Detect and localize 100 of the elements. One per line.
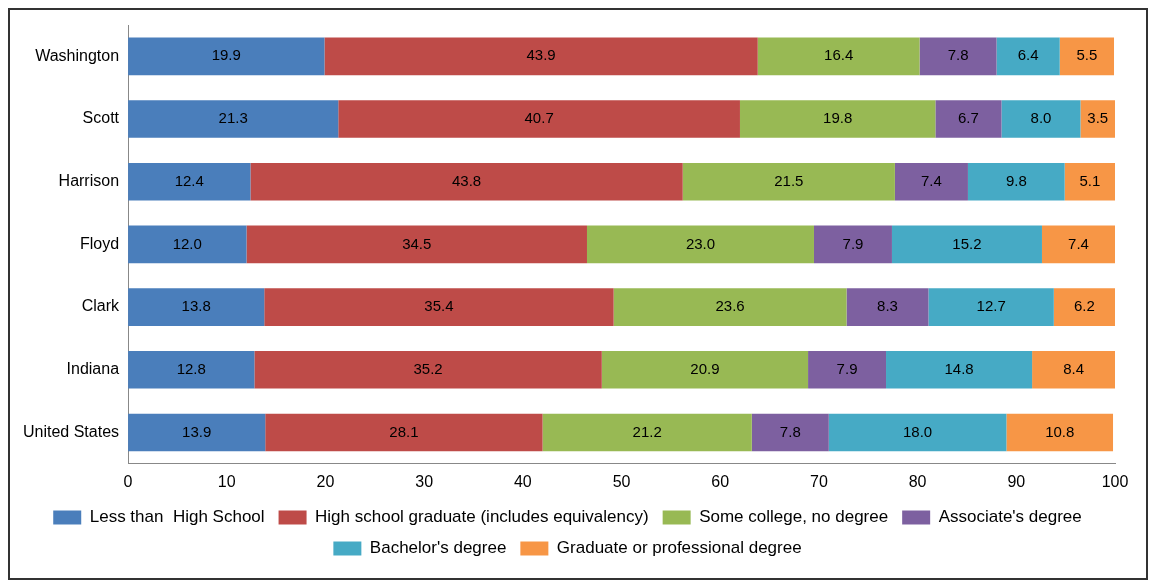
- legend-label: Associate's degree: [938, 507, 1082, 527]
- data-label: 6.2: [1073, 297, 1095, 315]
- x-tick-label: 40: [513, 472, 532, 490]
- data-label: 8.4: [1063, 359, 1084, 377]
- bar: [751, 413, 829, 452]
- data-label: 12.4: [174, 171, 204, 189]
- bar: [928, 288, 1054, 326]
- bar: [128, 37, 325, 76]
- bar: [828, 413, 1007, 452]
- data-label: 20.9: [690, 359, 720, 377]
- data-label: 12.8: [176, 359, 206, 377]
- data-label: 43.9: [526, 46, 556, 64]
- legend-label: Graduate or professional degree: [556, 538, 802, 558]
- x-tick-label: 80: [908, 472, 927, 490]
- data-label: 19.9: [211, 46, 241, 64]
- x-tick-label: 20: [316, 472, 335, 490]
- y-tick-label: Washington: [35, 46, 120, 64]
- bar: [757, 37, 920, 76]
- data-label: 40.7: [524, 109, 554, 127]
- bar: [891, 225, 1042, 264]
- data-label: 6.7: [958, 109, 979, 127]
- x-tick-label: 60: [711, 472, 730, 490]
- data-label: 12.0: [172, 234, 202, 252]
- y-tick-label: Scott: [82, 109, 120, 127]
- data-label: 13.8: [181, 297, 211, 315]
- data-label: 8.3: [877, 297, 898, 315]
- data-label: 19.8: [823, 109, 853, 127]
- data-label: 23.6: [715, 297, 745, 315]
- bar: [967, 162, 1065, 201]
- data-label: 8.0: [1030, 109, 1052, 127]
- y-tick-label: United States: [22, 422, 120, 440]
- y-tick-label: Clark: [81, 297, 121, 315]
- bar: [265, 413, 543, 452]
- bar: [338, 100, 740, 138]
- data-label: 28.1: [389, 422, 419, 440]
- y-tick-label: Floyd: [79, 234, 120, 252]
- data-label: 5.5: [1076, 46, 1098, 64]
- bar: [601, 350, 809, 389]
- data-label: 9.8: [1005, 171, 1027, 189]
- data-label: 7.9: [842, 234, 864, 252]
- bar: [996, 37, 1060, 76]
- bar: [682, 162, 895, 201]
- data-label: 13.9: [182, 422, 212, 440]
- bar: [886, 350, 1033, 389]
- data-label: 14.8: [944, 359, 974, 377]
- bar: [254, 350, 602, 389]
- bar: [808, 350, 887, 389]
- data-label: 23.0: [685, 234, 716, 252]
- data-label: 12.7: [976, 297, 1006, 315]
- bar: [128, 350, 255, 389]
- bar: [1053, 288, 1115, 326]
- data-label: 34.5: [402, 234, 432, 252]
- y-tick-label: Harrison: [58, 172, 120, 190]
- bar: [1032, 350, 1115, 389]
- bar: [324, 37, 758, 76]
- data-label: 43.8: [451, 171, 482, 189]
- bar: [1080, 100, 1115, 138]
- bar: [264, 288, 614, 326]
- bar: [813, 225, 892, 264]
- data-label: 10.8: [1045, 422, 1075, 440]
- bar: [1006, 413, 1114, 452]
- bar: [1041, 225, 1115, 264]
- bar: [542, 413, 752, 452]
- bar: [739, 100, 936, 138]
- legend-label: High school graduate (includes equivalency): [315, 507, 649, 527]
- bar: [246, 225, 587, 264]
- bar: [250, 162, 683, 201]
- legend-label: Less than High School: [89, 507, 265, 527]
- x-tick-label: 50: [612, 472, 631, 490]
- data-label: 7.4: [921, 171, 942, 189]
- x-tick-label: 0: [123, 472, 133, 490]
- bar: [919, 37, 997, 76]
- bar: [586, 225, 814, 264]
- data-label: 7.9: [836, 359, 858, 377]
- x-tick-label: 100: [1101, 472, 1129, 490]
- data-label: 18.0: [903, 422, 933, 440]
- data-label: 21.3: [218, 109, 248, 127]
- bar: [128, 413, 266, 452]
- x-tick-label: 30: [415, 472, 434, 490]
- data-label: 35.4: [424, 297, 454, 315]
- bar: [128, 162, 251, 201]
- data-label: 16.4: [824, 46, 854, 64]
- bar: [935, 100, 1002, 138]
- data-label: 35.2: [413, 359, 443, 377]
- bar: [894, 162, 968, 201]
- legend-label: Some college, no degree: [699, 507, 889, 527]
- y-tick-label: Indiana: [66, 360, 120, 378]
- data-label: 3.5: [1087, 109, 1109, 127]
- bar: [1064, 162, 1115, 201]
- data-label: 21.5: [774, 171, 804, 189]
- data-label: 7.4: [1068, 234, 1089, 252]
- bar: [1059, 37, 1115, 76]
- bar: [613, 288, 847, 326]
- bar: [128, 100, 339, 138]
- data-label: 15.2: [952, 234, 982, 252]
- bar: [128, 288, 265, 326]
- data-label: 21.2: [632, 422, 662, 440]
- x-tick-label: 70: [810, 472, 828, 490]
- bar: [846, 288, 929, 326]
- data-label: 5.1: [1079, 171, 1101, 189]
